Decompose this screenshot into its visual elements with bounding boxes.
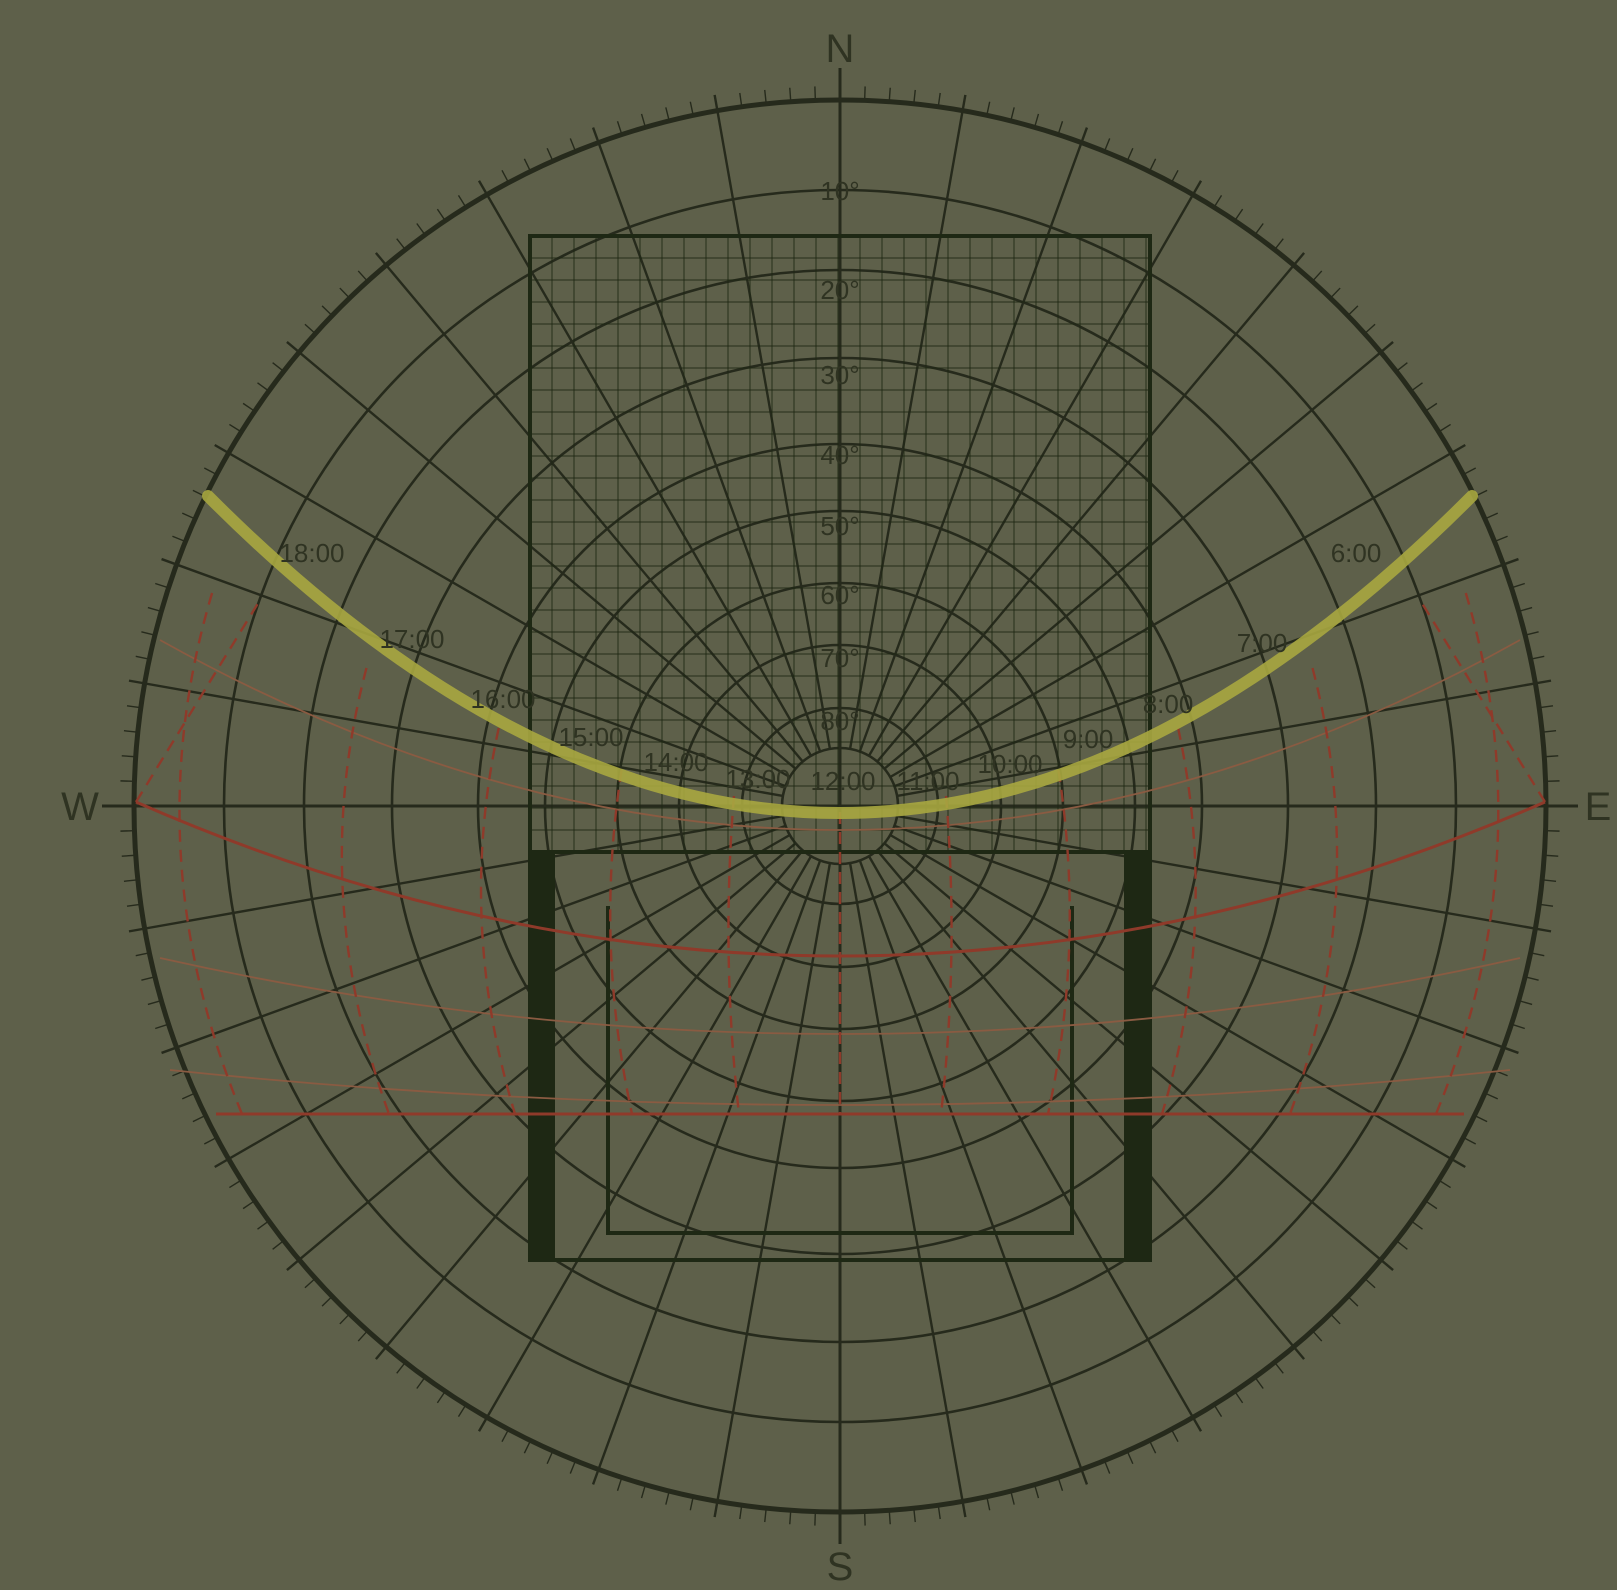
hour-label-9: 9:00 xyxy=(1063,724,1114,754)
hour-label-13: 13:00 xyxy=(725,764,790,794)
hour-label-8: 8:00 xyxy=(1143,689,1194,719)
hour-label-11: 11:00 xyxy=(896,766,959,796)
hour-label-14: 14:00 xyxy=(643,747,708,777)
hour-label-17: 17:00 xyxy=(379,624,444,654)
hour-label-16: 16:00 xyxy=(470,684,535,714)
south-label: S xyxy=(827,1545,854,1589)
hour-label-7: 7:00 xyxy=(1237,628,1288,658)
degree-tick xyxy=(1544,756,1558,757)
hour-label-10: 10:00 xyxy=(977,749,1042,779)
hour-label-18: 18:00 xyxy=(279,538,344,568)
left-fin xyxy=(530,852,555,1260)
degree-tick xyxy=(790,88,791,102)
degree-tick xyxy=(1544,855,1558,856)
altitude-label-60: 60° xyxy=(820,580,859,610)
west-label: W xyxy=(61,785,99,829)
altitude-label-40: 40° xyxy=(820,440,859,470)
altitude-label-50: 50° xyxy=(820,511,859,541)
degree-tick xyxy=(889,1510,890,1524)
altitude-label-80: 80° xyxy=(820,706,859,736)
hour-label-6: 6:00 xyxy=(1331,538,1382,568)
altitude-label-70: 70° xyxy=(820,643,859,673)
east-label: E xyxy=(1585,785,1612,829)
hour-label-15: 15:00 xyxy=(558,722,623,752)
altitude-label-20: 20° xyxy=(820,275,859,305)
degree-tick xyxy=(790,1510,791,1524)
altitude-label-10: 10° xyxy=(820,176,859,206)
north-label: N xyxy=(826,27,855,71)
right-fin xyxy=(1124,852,1150,1260)
degree-tick xyxy=(889,88,890,102)
altitude-label-30: 30° xyxy=(820,360,859,390)
degree-tick xyxy=(122,855,136,856)
hour-label-12: 12:00 xyxy=(810,766,875,796)
degree-tick xyxy=(122,756,136,757)
